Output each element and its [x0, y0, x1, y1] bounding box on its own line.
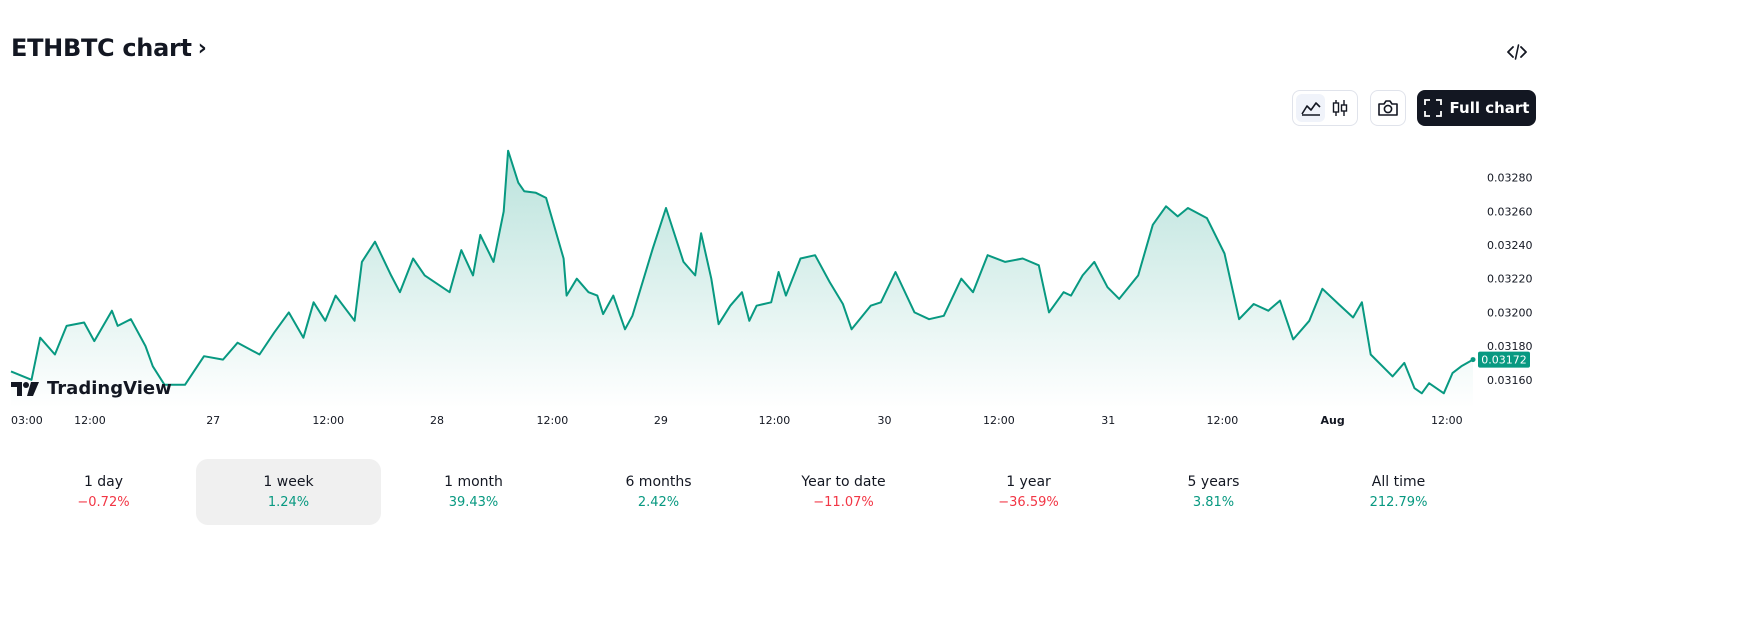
period-change: 3.81% — [1192, 495, 1235, 510]
period-change: −0.72% — [77, 495, 130, 510]
x-tick-label: 31 — [1101, 414, 1115, 427]
tradingview-logo: TradingView — [11, 378, 172, 399]
period-selector: 1 day −0.72% 1 week 1.24% 1 month 39.43% 6 mon… — [11, 459, 1491, 525]
x-tick-label: 12:00 — [74, 414, 106, 427]
x-tick-label: 30 — [878, 414, 892, 427]
period-1-year[interactable]: 1 year −36.59% — [936, 459, 1121, 525]
line-chart-icon — [1300, 102, 1321, 116]
y-tick-label: 0.03200 — [1487, 306, 1533, 319]
x-tick-label: 03:00 — [11, 414, 43, 427]
tradingview-logo-icon — [11, 381, 39, 396]
y-tick-label: 0.03160 — [1487, 374, 1533, 387]
code-icon — [1507, 44, 1527, 60]
series-area — [11, 150, 1473, 408]
y-tick-label: 0.03280 — [1487, 172, 1533, 185]
series-line — [10, 149, 1474, 395]
page-title: ETHBTC chart — [11, 34, 192, 62]
period-6-months[interactable]: 6 months 2.42% — [566, 459, 751, 525]
period-5-years[interactable]: 5 years 3.81% — [1121, 459, 1306, 525]
x-tick-label: Aug — [1321, 414, 1345, 427]
y-tick-label: 0.03240 — [1487, 239, 1533, 252]
x-tick-label: 12:00 — [759, 414, 791, 427]
y-tick-label: 0.03180 — [1487, 340, 1533, 353]
period-label: 1 month — [444, 474, 503, 490]
last-price-label: 0.03172 — [1481, 354, 1527, 367]
chart-type-toggle — [1292, 90, 1358, 126]
line-chart-button[interactable] — [1296, 94, 1325, 122]
last-price-tag — [1478, 351, 1530, 368]
y-tick-label: 0.03220 — [1487, 273, 1533, 286]
period-label: Year to date — [801, 474, 886, 490]
period-label: 6 months — [625, 474, 692, 490]
x-tick-label: 12:00 — [1431, 414, 1463, 427]
x-tick-label: 28 — [430, 414, 444, 427]
candles-chart-icon — [1332, 100, 1347, 116]
x-tick-label: 12:00 — [537, 414, 569, 427]
period-change: −11.07% — [813, 495, 874, 510]
period-label: 5 years — [1187, 474, 1240, 490]
period-label: 1 year — [1006, 474, 1051, 490]
chart-title-link[interactable]: ETHBTC chart › — [11, 34, 207, 62]
x-tick-label: 12:00 — [312, 414, 344, 427]
period-1-month[interactable]: 1 month 39.43% — [381, 459, 566, 525]
x-tick-label: 27 — [206, 414, 220, 427]
period-label: All time — [1371, 474, 1426, 490]
period-change: 212.79% — [1369, 495, 1428, 510]
full-chart-label: Full chart — [1449, 99, 1530, 117]
brand-name: TradingView — [47, 378, 172, 399]
period-all-time[interactable]: All time 212.79% — [1306, 459, 1491, 525]
x-tick-label: 29 — [654, 414, 668, 427]
period-label: 1 day — [83, 474, 124, 490]
period-1-week[interactable]: 1 week 1.24% — [196, 459, 381, 525]
x-tick-label: 12:00 — [983, 414, 1015, 427]
y-tick-label: 0.03260 — [1487, 205, 1533, 218]
candles-chart-button[interactable] — [1325, 94, 1354, 122]
period-label: 1 week — [263, 474, 314, 490]
period-change: 1.24% — [267, 495, 310, 510]
fullscreen-icon — [1423, 99, 1442, 117]
x-tick-label: 12:00 — [1207, 414, 1239, 427]
chevron-right-icon: › — [197, 35, 207, 61]
last-point-marker — [1470, 357, 1476, 363]
period-change: 2.42% — [637, 495, 680, 510]
price-chart[interactable]: 0.03280 0.03260 0.03240 0.03220 0.03200 0.031… — [0, 140, 1753, 440]
period-1-day[interactable]: 1 day −0.72% — [11, 459, 196, 525]
camera-icon — [1378, 100, 1398, 116]
embed-code-button[interactable] — [1498, 38, 1536, 66]
period-year-to-date[interactable]: Year to date −11.07% — [751, 459, 936, 525]
period-change: −36.59% — [998, 495, 1059, 510]
full-chart-button[interactable]: Full chart — [1417, 90, 1536, 126]
period-change: 39.43% — [448, 495, 499, 510]
snapshot-button[interactable] — [1370, 90, 1406, 126]
